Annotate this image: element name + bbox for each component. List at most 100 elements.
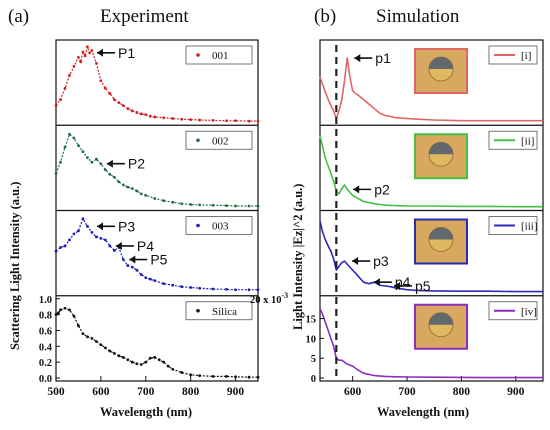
experiment-data-point — [77, 229, 80, 233]
left-panel-title: Experiment — [100, 6, 189, 27]
experiment-data-point — [211, 375, 215, 378]
simulation-inset-image — [414, 133, 468, 180]
simulation-y-tick-label: 15 — [306, 315, 317, 326]
experiment-data-point — [130, 109, 134, 113]
simulation-series-line-ii — [319, 135, 543, 208]
experiment-data-point — [148, 114, 152, 118]
simulation-legend: [i] — [488, 45, 538, 65]
simulation-annotation-label: p2 — [374, 181, 390, 197]
experiment-data-point — [135, 362, 139, 366]
experiment-data-point — [162, 116, 166, 120]
simulation-legend: [ii] — [488, 130, 538, 150]
experiment-legend-box — [185, 216, 253, 235]
experiment-data-point — [121, 355, 125, 359]
experiment-data-point — [103, 238, 107, 242]
experiment-data-point — [256, 204, 260, 208]
experiment-data-point — [99, 162, 103, 166]
experiment-data-point — [59, 160, 62, 164]
sphere-core — [429, 227, 453, 240]
experiment-legend-marker — [196, 138, 200, 143]
experiment-legend-label: 003 — [212, 221, 229, 233]
experiment-annotation-arrowhead — [97, 222, 104, 231]
experiment-data-point — [90, 230, 94, 234]
experiment-data-point — [103, 346, 107, 350]
experiment-data-point — [56, 311, 60, 315]
experiment-data-point — [88, 51, 92, 55]
experiment-data-point — [234, 288, 237, 292]
experiment-data-point — [112, 175, 116, 179]
experiment-data-point — [59, 246, 62, 249]
experiment-data-point — [72, 136, 76, 140]
experiment-data-point — [54, 172, 58, 175]
simulation-inset-image — [414, 218, 468, 265]
experiment-data-point — [103, 86, 107, 90]
experiment-data-point — [211, 118, 215, 122]
experiment-data-point — [81, 150, 85, 154]
simulation-y-tick-label: 0 — [311, 374, 316, 385]
experiment-data-point — [126, 264, 130, 267]
experiment-data-point — [189, 118, 193, 122]
experiment-data-point — [247, 288, 251, 292]
experiment-data-point — [225, 375, 228, 378]
experiment-y-tick-label: 0.2 — [39, 358, 52, 369]
experiment-annotation-arrowhead — [106, 159, 113, 168]
simulation-series-line-iv — [319, 308, 543, 379]
simulation-annotation-arrowhead — [353, 185, 360, 194]
experiment-data-point — [72, 314, 76, 318]
experiment-data-point — [79, 60, 83, 64]
experiment-data-point — [144, 194, 148, 197]
experiment-data-point — [86, 335, 89, 339]
experiment-data-point — [153, 279, 157, 283]
experiment-data-point — [77, 324, 80, 328]
experiment-data-point — [225, 204, 228, 208]
experiment-data-point — [148, 277, 152, 281]
experiment-data-point — [153, 115, 157, 119]
experiment-data-point — [148, 356, 152, 360]
experiment-y-tick-label: 0.4 — [39, 342, 53, 353]
experiment-legend-box — [185, 301, 253, 321]
experiment-data-point — [121, 258, 125, 261]
left-panel-label: (a) — [8, 6, 29, 27]
simulation-x-tick-label: 600 — [344, 386, 362, 398]
experiment-data-point — [130, 187, 134, 191]
experiment-data-point — [117, 354, 121, 358]
experiment-data-point — [139, 192, 143, 196]
experiment-data-point — [171, 200, 175, 204]
experiment-data-point — [130, 265, 134, 269]
experiment-data-point — [247, 375, 251, 379]
experiment-data-point — [126, 358, 130, 362]
experiment-legend: Silica — [185, 301, 253, 321]
simulation-legend-label: [ii] — [521, 135, 534, 147]
sphere-core — [429, 312, 453, 325]
experiment-series-line-silica — [55, 307, 258, 378]
experiment-data-point — [77, 144, 80, 148]
left-x-axis-title: Wavelength (nm) — [100, 405, 192, 419]
experiment-data-point — [180, 202, 184, 206]
experiment-data-point — [234, 204, 237, 208]
experiment-data-point — [153, 197, 157, 200]
experiment-legend: 001 — [185, 45, 253, 65]
experiment-data-point — [68, 238, 71, 242]
experiment-legend: 002 — [185, 130, 253, 150]
experiment-data-point — [81, 50, 85, 54]
simulation-annotation-label: p5 — [415, 278, 431, 294]
experiment-legend-label: 002 — [212, 135, 229, 147]
experiment-data-point — [247, 119, 251, 123]
simulation-x-tick-label: 700 — [398, 386, 416, 398]
experiment-annotation-label: P2 — [128, 156, 145, 172]
experiment-x-tick-label: 600 — [92, 386, 110, 398]
experiment-data-point — [139, 363, 143, 366]
experiment-data-point — [211, 287, 215, 291]
simulation-series-line-iii — [319, 220, 543, 293]
experiment-data-point — [90, 160, 94, 164]
experiment-data-point — [139, 273, 143, 277]
experiment-data-point — [162, 199, 166, 203]
experiment-data-point — [135, 268, 139, 272]
simulation-legend-label: [i] — [521, 50, 531, 62]
experiment-data-point — [68, 132, 71, 136]
experiment-data-point — [171, 367, 175, 371]
experiment-y-tick-label: 0.6 — [39, 326, 52, 337]
experiment-legend-marker — [196, 223, 200, 228]
experiment-data-point — [256, 375, 260, 379]
